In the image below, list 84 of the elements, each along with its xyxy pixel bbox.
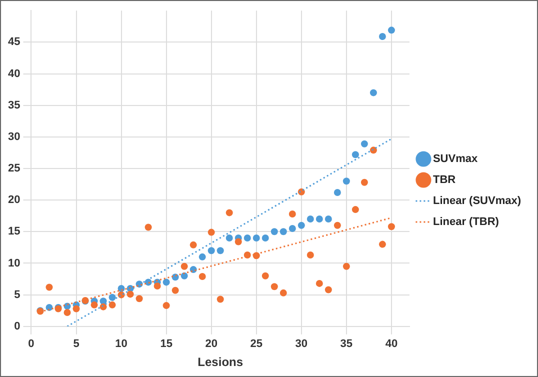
point — [288, 225, 296, 232]
point — [100, 303, 107, 310]
point — [270, 283, 278, 290]
point — [388, 223, 395, 230]
point — [226, 234, 233, 242]
y-tick-label: 25 — [8, 162, 20, 175]
point — [90, 301, 98, 308]
point — [234, 238, 242, 246]
point — [180, 262, 188, 270]
point — [198, 253, 206, 260]
x-tick-label: 10 — [115, 338, 128, 350]
point — [262, 272, 269, 280]
y-tick-label: 10 — [8, 257, 20, 270]
y-tick-label: 40 — [8, 68, 20, 80]
point — [46, 304, 53, 311]
point — [162, 278, 170, 286]
point — [342, 178, 350, 185]
y-tick-label: 20 — [8, 194, 20, 206]
point — [216, 247, 224, 254]
y-tick-label: 45 — [8, 36, 20, 48]
point — [108, 301, 116, 308]
point — [388, 26, 395, 34]
x-tick-label: 35 — [340, 338, 353, 350]
y-tick-label: 0 — [14, 320, 20, 332]
x-tick-label: 5 — [73, 338, 80, 350]
point — [118, 285, 125, 292]
y-tick-label: 30 — [8, 130, 20, 143]
point — [316, 216, 323, 223]
x-tick-label: 15 — [160, 338, 172, 350]
point — [280, 289, 287, 296]
point — [352, 151, 359, 158]
point — [378, 240, 386, 248]
point — [306, 252, 314, 259]
point — [180, 272, 188, 280]
point — [298, 222, 305, 229]
point — [280, 228, 287, 236]
point — [208, 228, 215, 236]
point — [316, 280, 323, 287]
point — [378, 32, 386, 40]
x-tick-label: 0 — [28, 338, 34, 350]
point — [252, 234, 260, 242]
point — [198, 273, 206, 280]
point — [342, 262, 350, 270]
point — [172, 286, 179, 294]
point — [352, 206, 359, 214]
x-tick-label: 40 — [385, 338, 398, 350]
y-tick-label: 35 — [8, 99, 20, 112]
legend-label: TBR — [432, 174, 456, 186]
point — [360, 140, 368, 148]
point — [162, 302, 170, 310]
point — [216, 296, 224, 303]
point — [154, 282, 161, 290]
point — [370, 146, 377, 154]
point — [46, 284, 53, 291]
point — [126, 290, 134, 298]
y-tick-label: 5 — [14, 288, 20, 301]
point — [298, 188, 305, 196]
point — [334, 222, 341, 229]
legend-label: Linear (SUVmax) — [432, 195, 522, 208]
legend-label: SUVmax — [432, 153, 478, 166]
point — [324, 216, 332, 223]
point — [306, 216, 314, 223]
point — [64, 309, 71, 316]
x-tick-label: 20 — [205, 338, 218, 350]
point — [108, 294, 116, 301]
x-tick-label: 25 — [250, 338, 262, 350]
y-tick-label: 15 — [8, 226, 20, 238]
x-axis-title: Lesions — [198, 355, 244, 370]
point — [72, 305, 80, 312]
point — [324, 286, 332, 294]
x-tick-label: 30 — [295, 338, 308, 350]
point — [190, 241, 197, 248]
legend-label: Linear (TBR) — [432, 216, 500, 228]
point — [262, 234, 269, 242]
point — [226, 209, 233, 216]
point — [144, 224, 152, 231]
point — [360, 178, 368, 186]
point — [288, 210, 296, 218]
point — [334, 189, 341, 196]
point — [136, 295, 143, 302]
point — [208, 247, 215, 254]
point — [244, 234, 251, 242]
point — [370, 89, 377, 96]
point — [270, 228, 278, 236]
